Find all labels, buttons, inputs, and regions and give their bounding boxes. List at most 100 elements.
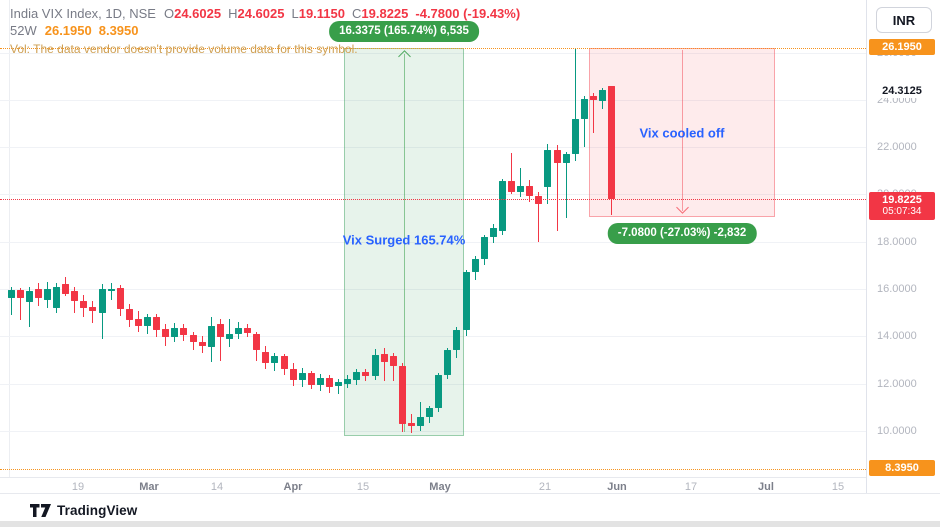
candle-body [380, 354, 388, 363]
candle-body [262, 351, 270, 364]
cooldown-arrow-line[interactable] [682, 49, 683, 212]
candle-body [489, 227, 497, 237]
price-tick-label: 12.0000 [877, 377, 917, 390]
low-value: 19.1150 [298, 6, 345, 21]
gridline [0, 430, 866, 432]
axis-bottom-border [0, 493, 940, 494]
last-price-value: 19.8225 [882, 193, 922, 206]
candle-body [89, 306, 97, 312]
gridline [0, 289, 866, 290]
cooldown-note[interactable]: Vix cooled off [639, 125, 725, 141]
candle-wick [228, 318, 230, 347]
low-label: L [291, 6, 299, 21]
candle-wick [520, 168, 522, 197]
open-label: O [163, 6, 175, 21]
price-tick-label: 22.0000 [877, 141, 917, 154]
candle-wick [592, 92, 594, 133]
candle-wick [110, 283, 112, 300]
candle-body [398, 365, 406, 424]
candle-body [134, 318, 142, 326]
gridline [0, 383, 866, 385]
candle-body [417, 416, 424, 427]
52w-high-line [0, 47, 866, 49]
time-tick-label: 15 [831, 481, 845, 493]
candle-body [80, 300, 88, 308]
time-tick-label: Jun [607, 481, 627, 493]
candle-wick [10, 286, 12, 315]
currency-button[interactable]: INR [876, 7, 932, 33]
session-countdown: 05:07:34 [882, 205, 922, 217]
candle-body [326, 377, 333, 388]
brand-name: TradingView [57, 503, 138, 518]
week52-label: 52W [10, 23, 37, 38]
footer-brand[interactable]: TradingView [30, 503, 137, 518]
gridline [0, 241, 866, 243]
price-tick-label: 10.0000 [877, 424, 917, 437]
candle-body [335, 382, 343, 386]
time-tick-label: 15 [356, 481, 370, 493]
high-value: 24.6025 [237, 6, 285, 21]
cooldown-measure-label[interactable]: -7.0800 (-27.03%) -2,832 [607, 223, 757, 245]
candle-body [162, 329, 170, 338]
volume-note: Vol: The data vendor doesn't provide vol… [10, 42, 358, 56]
candle-body [571, 118, 579, 155]
candle-body [125, 309, 133, 320]
tradingview-logo-icon [30, 504, 51, 517]
52w-low-axis-label: 8.3950 [869, 459, 935, 476]
last-price-line [0, 198, 866, 200]
symbol-legend: India VIX Index, 1D, NSE O24.6025 H24.6025… [10, 6, 527, 57]
candle-body [189, 335, 197, 343]
candle-wick [92, 300, 94, 324]
candle-wick [392, 352, 394, 382]
candle-body [480, 236, 488, 260]
time-tick-label: 19 [71, 481, 85, 493]
candle-wick [511, 153, 512, 195]
cooldown-region[interactable] [589, 47, 775, 218]
time-axis[interactable]: 19 Mar 14 Apr 15 May 21 Jun 17 Jul 15 [0, 477, 866, 494]
candle-body [207, 325, 215, 347]
candle-body [107, 289, 115, 292]
candle-body [589, 96, 597, 100]
candle-body [307, 372, 315, 385]
candle-wick [538, 192, 540, 242]
candle-body [435, 375, 443, 409]
candle-body [180, 328, 188, 336]
candle-body [344, 378, 352, 384]
price-tick-label: 18.0000 [877, 235, 917, 248]
candle-body [544, 149, 552, 188]
last-price-axis-label: 19.8225 05:07:34 [869, 191, 935, 220]
candle-wick [574, 47, 576, 162]
plot-area[interactable]: 16.3375 (165.74%) 6,535 -7.0800 (-27.03%)… [0, 0, 866, 477]
surge-measure-label[interactable]: 16.3375 (165.74%) 6,535 [329, 20, 479, 42]
surge-note[interactable]: Vix Surged 165.74% [342, 232, 466, 248]
candle-body [535, 195, 543, 204]
close-value: 19.8225 [361, 6, 409, 21]
candle-body [508, 181, 515, 193]
candle-body [316, 377, 324, 385]
candle-body [235, 328, 242, 334]
symbol-title[interactable]: India VIX Index, 1D, NSE [10, 6, 156, 21]
candle-body [34, 289, 42, 299]
gridline [0, 336, 866, 338]
price-alert-axis-label: 24.3125 [869, 84, 935, 99]
price-tick-label: 14.0000 [877, 330, 917, 343]
candle-body [16, 290, 24, 299]
candle-body [553, 149, 561, 163]
candle-body [225, 333, 233, 339]
candle-body [71, 291, 79, 301]
candle-body [171, 328, 179, 338]
high-label: H [228, 6, 238, 21]
price-axis[interactable]: 26.000024.000022.000020.000018.000016.00… [866, 0, 940, 493]
candle-body [289, 369, 297, 380]
time-tick-label: 21 [538, 481, 552, 493]
candle-body [389, 356, 397, 366]
time-tick-label: Apr [283, 481, 303, 493]
surge-arrow-line[interactable] [404, 53, 405, 433]
candle-body [426, 408, 434, 417]
candle-body [280, 356, 288, 370]
legend-line-ohlc: India VIX Index, 1D, NSE O24.6025 H24.6025… [10, 6, 527, 22]
candle-wick [583, 96, 585, 148]
candle-body [444, 350, 452, 376]
candle-body [144, 317, 151, 326]
